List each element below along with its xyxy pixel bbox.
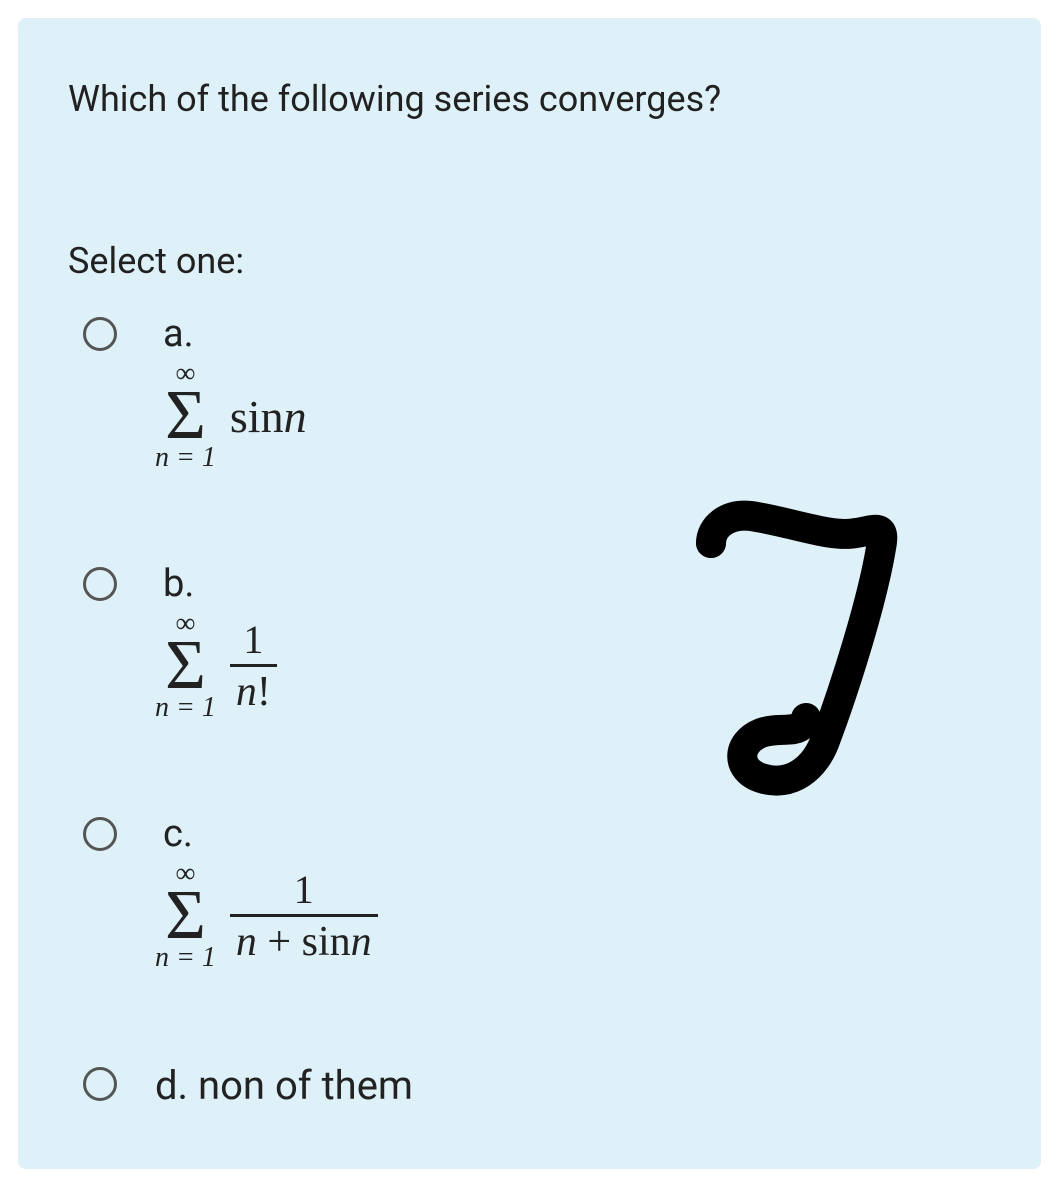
- radio-d[interactable]: [83, 1067, 117, 1101]
- option-c-series: ∞ Σ n = 1 1 n + sinn: [155, 860, 378, 972]
- option-d-label: d. non of them: [155, 1062, 413, 1109]
- option-b[interactable]: b. ∞ Σ n = 1 1 n!: [68, 562, 991, 722]
- option-b-numer: 1: [237, 620, 269, 664]
- sigma-c-symbol: Σ: [165, 888, 206, 944]
- option-a-label: a.: [163, 312, 307, 356]
- option-b-body: b. ∞ Σ n = 1 1 n!: [155, 562, 277, 722]
- option-c-numer: 1: [288, 870, 320, 914]
- option-c[interactable]: c. ∞ Σ n = 1 1 n + sinn: [68, 812, 991, 972]
- radio-b[interactable]: [83, 567, 117, 601]
- option-c-label: c.: [163, 812, 378, 856]
- sigma-b-symbol: Σ: [165, 638, 206, 694]
- option-d-body: d. non of them: [155, 1062, 413, 1109]
- radio-a[interactable]: [83, 317, 117, 351]
- sigma-c-lower: n = 1: [155, 944, 216, 972]
- question-card: Which of the following series converges?…: [18, 18, 1041, 1169]
- option-c-fraction: 1 n + sinn: [230, 870, 378, 963]
- option-a-series: ∞ Σ n = 1 sinn: [155, 360, 307, 472]
- radio-c[interactable]: [83, 817, 117, 851]
- option-a-body: a. ∞ Σ n = 1 sinn: [155, 312, 307, 472]
- option-a[interactable]: a. ∞ Σ n = 1 sinn: [68, 312, 991, 472]
- option-b-label: b.: [163, 562, 277, 606]
- question-text: Which of the following series converges?: [68, 78, 991, 120]
- sigma-a: ∞ Σ n = 1: [155, 360, 216, 472]
- sigma-a-symbol: Σ: [165, 388, 206, 444]
- option-c-denom: n + sinn: [230, 917, 378, 963]
- option-b-fraction: 1 n!: [230, 620, 277, 713]
- sigma-a-lower: n = 1: [155, 444, 216, 472]
- option-b-denom: n!: [230, 667, 277, 713]
- sigma-b-lower: n = 1: [155, 694, 216, 722]
- option-a-term: sinn: [230, 390, 307, 443]
- option-d[interactable]: d. non of them: [68, 1062, 991, 1109]
- option-c-body: c. ∞ Σ n = 1 1 n + sinn: [155, 812, 378, 972]
- select-one-label: Select one:: [68, 240, 991, 282]
- sigma-c: ∞ Σ n = 1: [155, 860, 216, 972]
- sigma-b: ∞ Σ n = 1: [155, 610, 216, 722]
- option-b-series: ∞ Σ n = 1 1 n!: [155, 610, 277, 722]
